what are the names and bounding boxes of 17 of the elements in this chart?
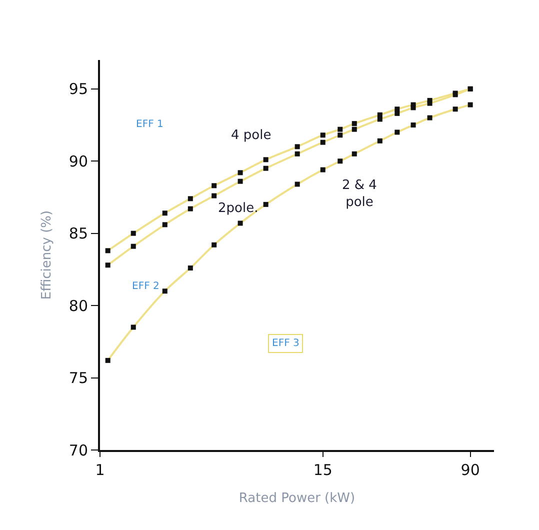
y-axis-title: Efficiency (%) (39, 210, 54, 300)
annotation: EFF 3 (272, 338, 300, 349)
annotation: EFF 2 (132, 281, 160, 292)
y-tick-label: 90 (68, 152, 88, 170)
y-tick-label: 95 (68, 80, 88, 98)
series-label: 2pole. (218, 201, 258, 216)
x-tick-label: 1 (95, 461, 105, 479)
y-tick-label: 80 (68, 296, 88, 315)
series-label: 4 pole (231, 128, 272, 143)
x-axis-title: Rated Power (kW) (238, 491, 356, 506)
annotation: EFF 1 (136, 119, 164, 130)
series-label: 2 & 4 pole (342, 178, 377, 210)
y-tick-label: 85 (68, 224, 88, 243)
y-tick-label: 75 (68, 369, 88, 388)
y-tick-label: 70 (68, 441, 88, 460)
x-tick-label: 15 (313, 461, 332, 479)
x-tick-label: 90 (460, 461, 480, 479)
